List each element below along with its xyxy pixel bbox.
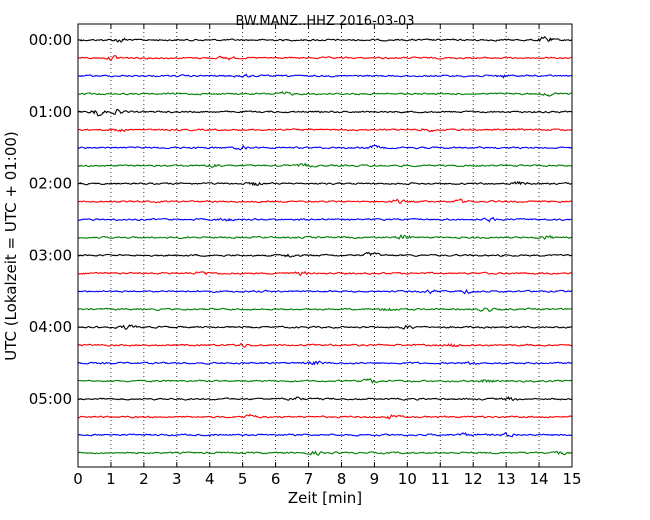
trace-0215	[77, 198, 573, 205]
y-tick-label: 01:00	[29, 103, 72, 121]
plot-frame	[77, 23, 573, 468]
trace-0200	[77, 180, 573, 187]
trace-0115	[77, 128, 573, 133]
chart-title: BW.MANZ..HHZ 2016-03-03	[235, 14, 414, 29]
y-ticks: 00:00 01:00 02:00 03:00 04:00 05:00	[29, 31, 82, 408]
x-tick-label: 8	[337, 470, 347, 488]
trace-0245	[77, 233, 573, 240]
x-tick-label: 4	[205, 470, 215, 488]
y-tick-label: 04:00	[29, 318, 72, 336]
trace-0315	[77, 270, 573, 277]
trace-0100	[77, 108, 573, 117]
trace-0500	[77, 396, 573, 402]
x-tick-label: 11	[431, 470, 450, 488]
trace-0300	[77, 251, 573, 258]
x-tick-label: 6	[271, 470, 281, 488]
trace-0445	[77, 378, 573, 384]
y-axis-label: UTC (Lokalzeit = UTC + 01:00)	[2, 131, 20, 361]
trace-0515	[77, 413, 573, 420]
trace-group	[77, 36, 573, 457]
x-tick-label: 3	[172, 470, 182, 488]
x-ticks: 0 1 2 3 4 5 6 7 8 9 10 11 12 13 14 15	[73, 24, 582, 488]
x-tick-label: 2	[139, 470, 149, 488]
trace-0015	[77, 54, 573, 61]
y-tick-label: 00:00	[29, 31, 72, 49]
trace-0330	[77, 288, 573, 295]
trace-0345	[77, 307, 573, 313]
trace-0145	[77, 162, 573, 169]
grid-lines	[110, 24, 540, 467]
y-tick-label: 03:00	[29, 246, 72, 264]
x-tick-label: 9	[370, 470, 380, 488]
y-tick-label: 02:00	[29, 175, 72, 193]
x-tick-label: 10	[398, 470, 417, 488]
trace-0030	[77, 73, 573, 79]
x-tick-label: 7	[304, 470, 314, 488]
x-axis-label: Zeit [min]	[288, 489, 362, 507]
trace-0430	[77, 360, 573, 366]
trace-0045	[77, 91, 573, 97]
trace-0400	[77, 324, 573, 330]
trace-0230	[77, 216, 573, 223]
x-tick-label: 0	[73, 470, 83, 488]
x-tick-label: 12	[464, 470, 483, 488]
trace-0415	[77, 342, 573, 348]
x-tick-label: 14	[530, 470, 549, 488]
x-tick-label: 1	[106, 470, 116, 488]
y-tick-label: 05:00	[29, 390, 72, 408]
x-tick-label: 13	[497, 470, 516, 488]
x-tick-label: 15	[562, 470, 581, 488]
trace-0545	[77, 450, 573, 457]
trace-0130	[77, 144, 573, 151]
trace-0000	[77, 36, 573, 43]
trace-0530	[77, 431, 573, 438]
x-tick-label: 5	[238, 470, 248, 488]
